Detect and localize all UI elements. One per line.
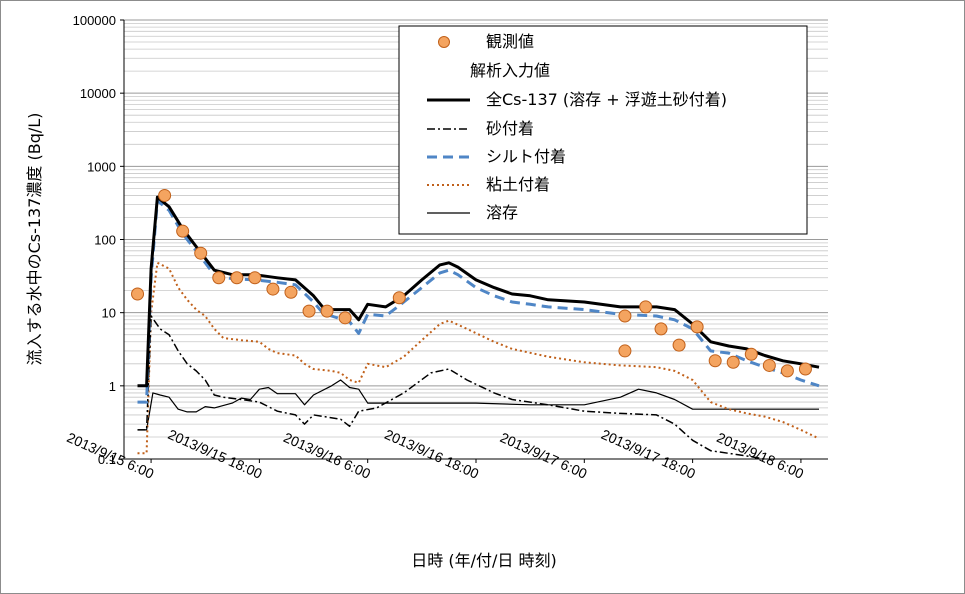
x-axis-title: 日時 (年/付/日 時刻): [411, 551, 556, 570]
legend-label-input-header: 解析入力値: [470, 61, 550, 80]
y-tick-label: 10000: [80, 86, 116, 101]
observed-point: [618, 344, 632, 358]
legend-label-sand: 砂付着: [486, 119, 534, 138]
y-tick-label: 1000: [87, 159, 116, 174]
observed-point: [176, 224, 190, 238]
observed-point: [690, 320, 704, 334]
observed-point: [798, 362, 812, 376]
x-tick-label: 2013/9/15 18:00: [166, 426, 265, 482]
legend: 観測値 解析入力値 全Cs-137 (溶存 + 浮遊土砂付着) 砂付着 シルト付…: [398, 25, 808, 235]
observed-point: [266, 282, 280, 296]
legend-label-clay: 粘土付着: [486, 175, 550, 194]
legend-label-observed: 観測値: [486, 32, 534, 51]
y-tick-label: 10: [102, 306, 116, 321]
observed-point: [284, 285, 298, 299]
legend-box: [398, 25, 808, 235]
observed-point: [618, 309, 632, 323]
y-tick-label: 100000: [73, 13, 116, 28]
observed-point: [744, 347, 758, 361]
observed-point: [320, 304, 334, 318]
series-line-silt: [137, 199, 820, 404]
observed-point: [248, 271, 262, 285]
observed-point: [230, 271, 244, 285]
legend-marker-observed: [438, 36, 450, 48]
legend-label-silt: シルト付着: [486, 147, 566, 166]
observed-point: [654, 322, 668, 336]
observed-point: [302, 304, 316, 318]
observed-point: [780, 364, 794, 378]
observed-point: [639, 300, 653, 314]
observed-point: [131, 287, 145, 301]
series-line-sand: [137, 315, 765, 460]
observed-point: [194, 246, 208, 260]
x-tick-label: 2013/9/16 18:00: [382, 426, 481, 482]
observed-point: [158, 188, 172, 202]
observed-point: [212, 271, 226, 285]
legend-label-total: 全Cs-137 (溶存 + 浮遊土砂付着): [486, 90, 727, 109]
observed-point: [726, 355, 740, 369]
observed-point: [672, 338, 686, 352]
observed-point: [708, 354, 722, 368]
y-tick-label: 1: [109, 379, 116, 394]
observed-point: [392, 291, 406, 305]
observed-point: [762, 358, 776, 372]
x-tick-label: 2013/9/17 18:00: [599, 426, 698, 482]
observed-point: [338, 311, 352, 325]
y-tick-label: 0.1: [98, 452, 116, 467]
y-tick-label: 100: [94, 233, 116, 248]
series-line-dissolved: [137, 379, 819, 431]
legend-label-dissolved: 溶存: [486, 203, 518, 222]
series-layer: [131, 188, 820, 460]
y-axis-title: 流入する水中のCs-137濃度 (Bq/L): [25, 113, 44, 366]
